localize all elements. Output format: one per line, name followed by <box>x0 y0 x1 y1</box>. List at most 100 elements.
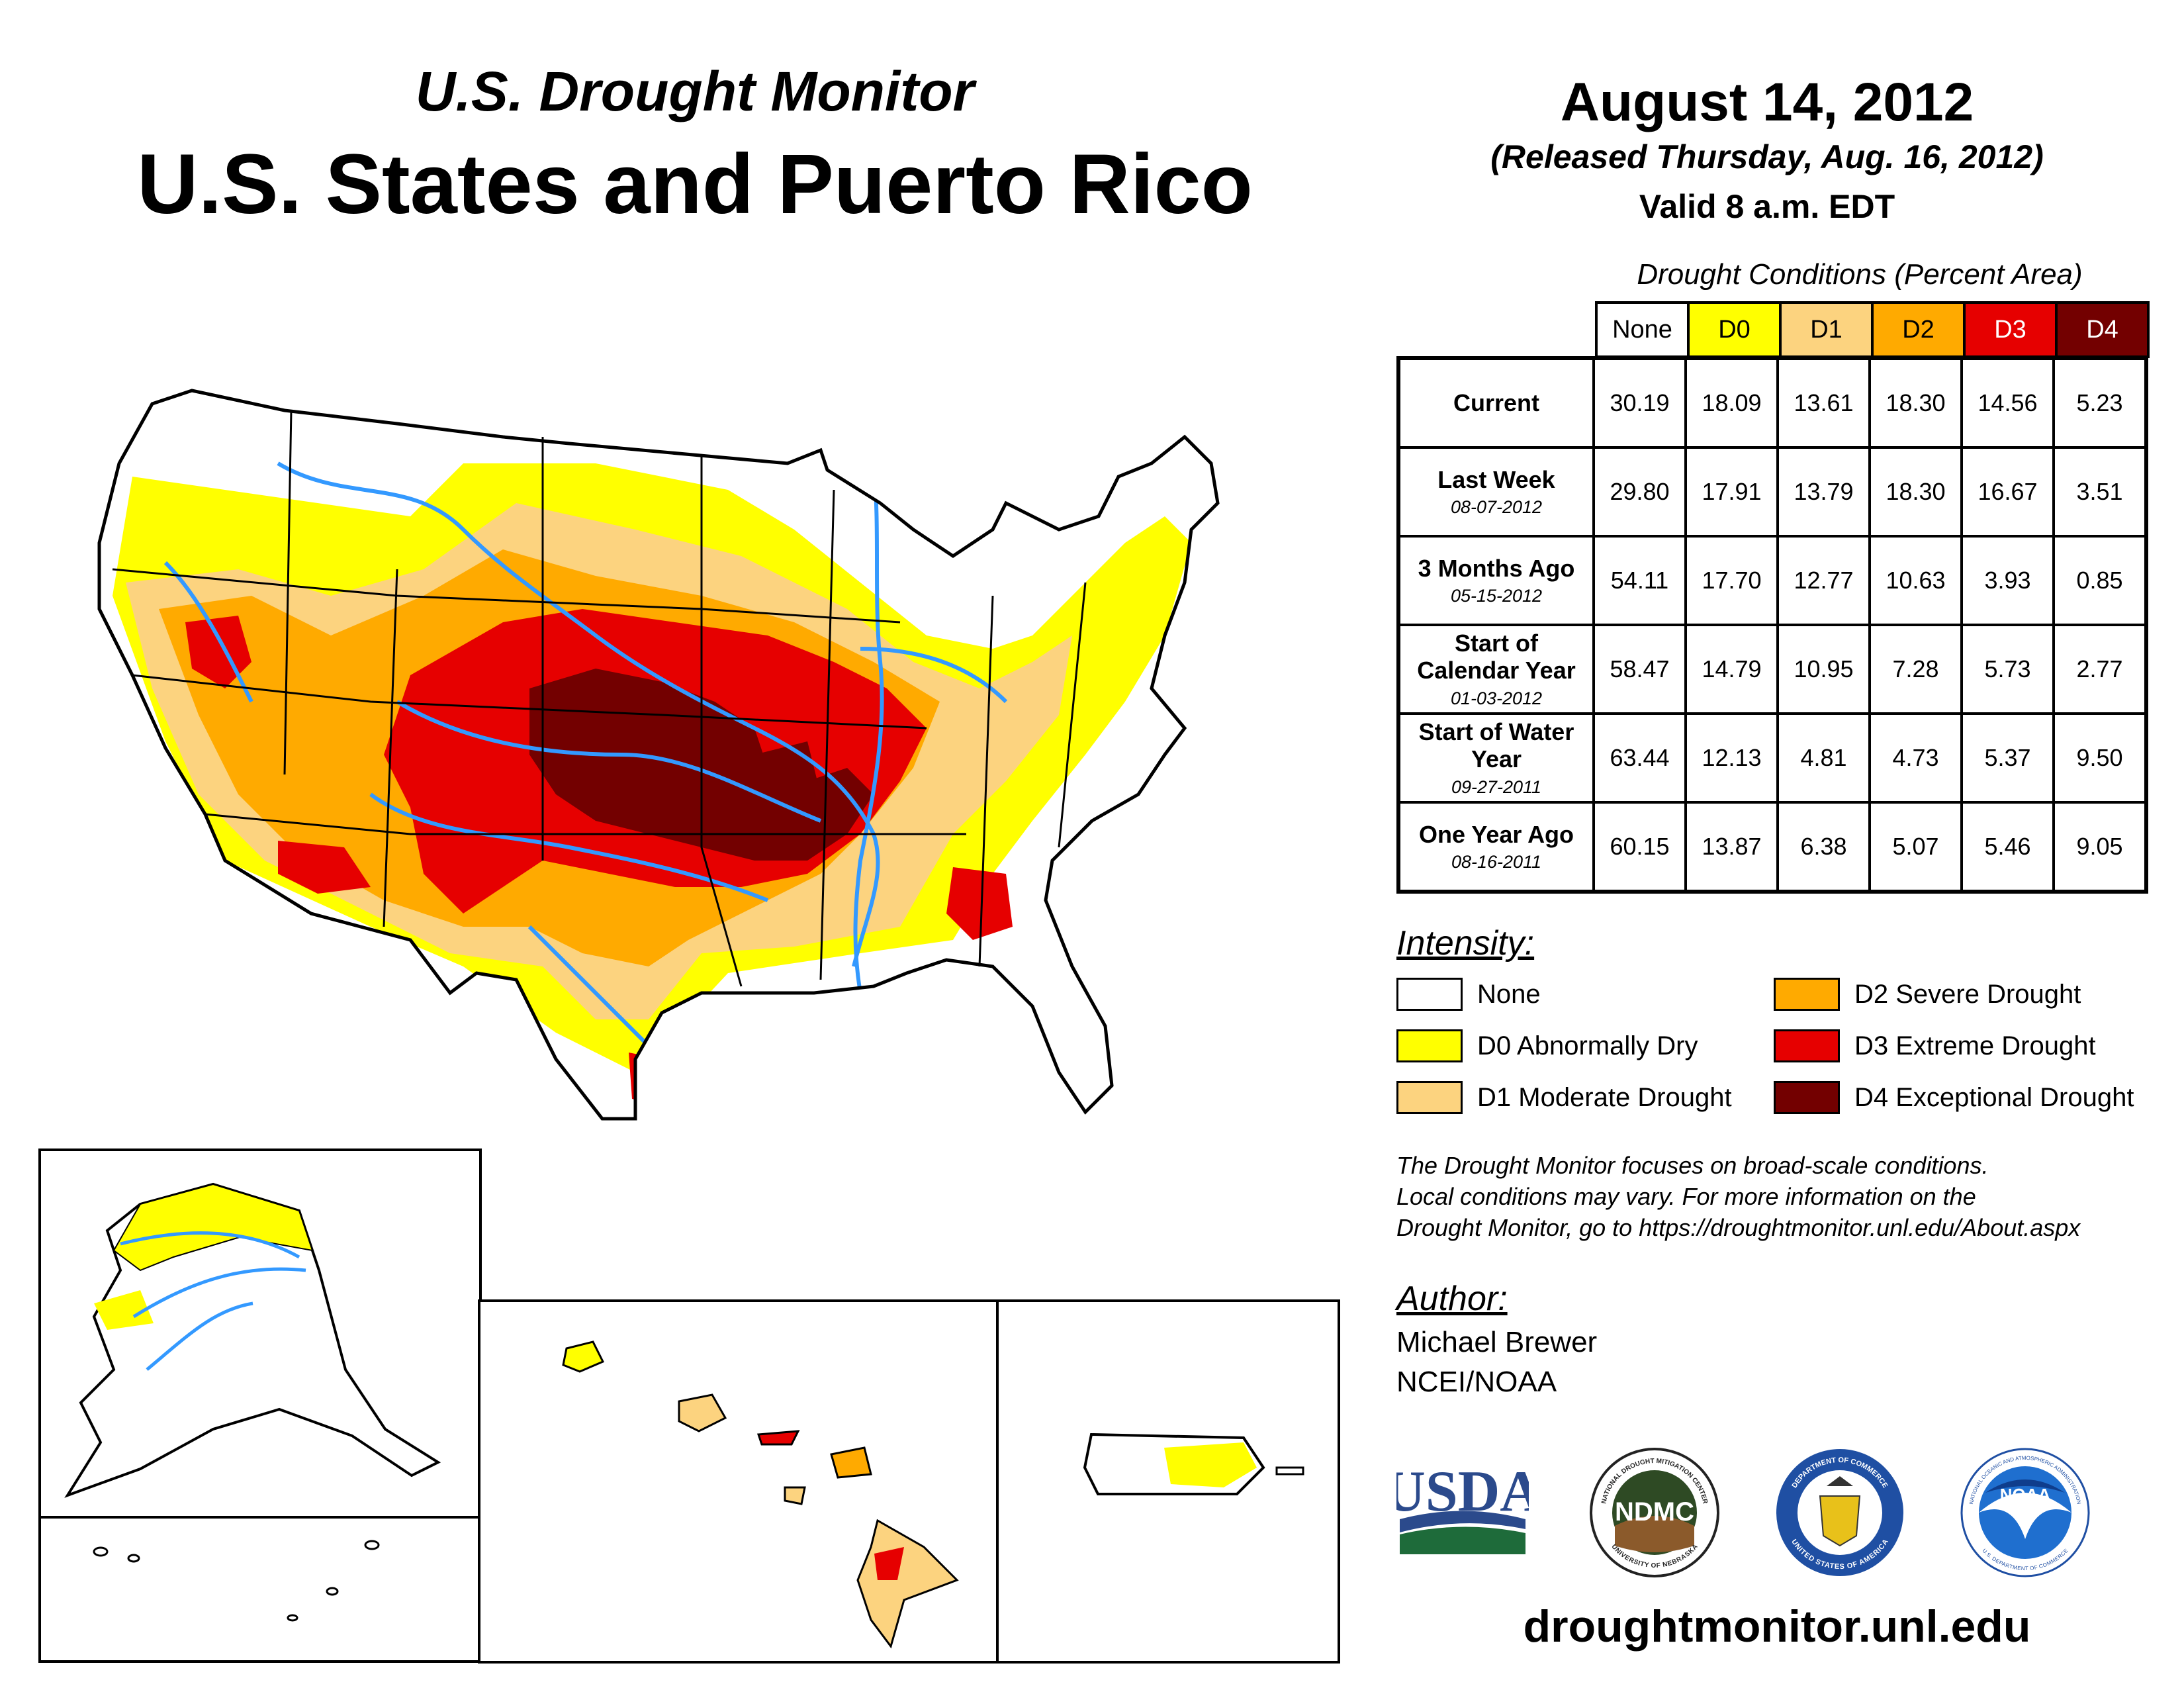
legend-swatch <box>1774 1081 1840 1114</box>
column-header-none: None <box>1595 301 1690 358</box>
puerto-rico-map <box>1083 1432 1304 1495</box>
legend-swatch <box>1396 1029 1463 1062</box>
legend-label: None <box>1477 979 1541 1009</box>
row-date: 01-03-2012 <box>1450 688 1543 708</box>
map-title: U.S. States and Puerto Rico <box>137 137 1253 232</box>
note-line: The Drought Monitor focuses on broad-sca… <box>1396 1152 1989 1179</box>
table-cell: 30.19 <box>1592 357 1687 449</box>
table-cell: 63.44 <box>1592 712 1687 804</box>
legend-swatch <box>1396 1081 1463 1114</box>
table-row: Last Week 08-07-2012 29.80 17.91 13.79 18.30 1… <box>1397 446 2148 538</box>
table-cell: 4.81 <box>1776 712 1871 804</box>
legend-swatch <box>1774 1029 1840 1062</box>
table-cell: 17.70 <box>1684 535 1779 626</box>
ndmc-logo-text: NDMC <box>1615 1497 1694 1526</box>
table-title: Drought Conditions (Percent Area) <box>1637 258 2083 291</box>
disclaimer-note: The Drought Monitor focuses on broad-sca… <box>1396 1150 2158 1243</box>
table-cell: 9.05 <box>2052 801 2148 893</box>
table-cell: 5.37 <box>1960 712 2055 804</box>
column-header-d0: D0 <box>1687 301 1782 358</box>
column-header-d4: D4 <box>2055 301 2150 358</box>
table-row: Start of Calendar Year 01-03-2012 58.47 14.… <box>1397 624 2148 715</box>
column-header-d3: D3 <box>1963 301 2058 358</box>
conus-map <box>97 389 1220 1121</box>
table-cell: 18.09 <box>1684 357 1779 449</box>
legend-swatch <box>1774 978 1840 1011</box>
usda-logo: USDA <box>1396 1460 1529 1554</box>
row-label: Last Week 08-07-2012 <box>1397 446 1595 538</box>
table-cell: 5.46 <box>1960 801 2055 893</box>
legend-item-d2: D2 Severe Drought <box>1774 976 2081 1012</box>
conus-outline <box>97 389 1220 1121</box>
row-label: 3 Months Ago 05-15-2012 <box>1397 535 1595 626</box>
table-row: Current 30.19 18.09 13.61 18.30 14.56 5.23 <box>1397 357 2148 449</box>
table-row: One Year Ago 08-16-2011 60.15 13.87 6.38 5.07… <box>1397 801 2148 893</box>
hawaii-map <box>562 1340 959 1649</box>
department-of-commerce-seal: DEPARTMENT OF COMMERCE UNITED STATES OF … <box>1776 1449 1903 1576</box>
puerto-rico-inset <box>996 1299 1340 1664</box>
table-row: Start of Water Year 09-27-2011 63.44 12.13 4… <box>1397 712 2148 804</box>
table-cell: 18.30 <box>1868 357 1963 449</box>
table-cell: 5.23 <box>2052 357 2148 449</box>
table-cell: 4.73 <box>1868 712 1963 804</box>
row-label-text: Last Week <box>1437 465 1555 493</box>
table-cell: 12.77 <box>1776 535 1871 626</box>
row-label: One Year Ago 08-16-2011 <box>1397 801 1595 893</box>
legend-label: D1 Moderate Drought <box>1477 1082 1732 1112</box>
table-row: 3 Months Ago 05-15-2012 54.11 17.70 12.77 10.… <box>1397 535 2148 626</box>
row-date: 08-16-2011 <box>1451 852 1542 872</box>
river-lines <box>163 461 1008 1048</box>
row-date: 05-15-2012 <box>1450 586 1543 606</box>
table-cell: 29.80 <box>1592 446 1687 538</box>
table-cell: 17.91 <box>1684 446 1779 538</box>
table-cell: 13.61 <box>1776 357 1871 449</box>
table-cell: 14.56 <box>1960 357 2055 449</box>
table-cell: 5.07 <box>1868 801 1963 893</box>
legend-swatch <box>1396 978 1463 1011</box>
column-header-d2: D2 <box>1871 301 1966 358</box>
legend-item-d1: D1 Moderate Drought <box>1396 1080 1732 1115</box>
note-line: Local conditions may vary. For more info… <box>1396 1182 1976 1210</box>
table-cell: 0.85 <box>2052 535 2148 626</box>
state-borders <box>112 410 1087 987</box>
table-cell: 58.47 <box>1592 624 1687 715</box>
legend-item-none: None <box>1396 976 1541 1012</box>
legend-item-d3: D3 Extreme Drought <box>1774 1028 2096 1064</box>
drought-areas <box>99 391 1218 1119</box>
row-label: Start of Water Year 09-27-2011 <box>1397 712 1595 804</box>
table-cell: 5.73 <box>1960 624 2055 715</box>
table-cell: 54.11 <box>1592 535 1687 626</box>
table-cell: 9.50 <box>2052 712 2148 804</box>
noaa-logo: NOAA NATIONAL OCEANIC AND ATMOSPHERIC AD… <box>1960 1448 2090 1577</box>
ndmc-logo: NDMC NATIONAL DROUGHT MITIGATION CENTER … <box>1590 1448 1719 1577</box>
row-date: 09-27-2011 <box>1451 776 1542 797</box>
table-cell: 10.63 <box>1868 535 1963 626</box>
alaska-map <box>64 1182 441 1498</box>
table-cell: 18.30 <box>1868 446 1963 538</box>
map-subtitle: U.S. Drought Monitor <box>415 60 975 122</box>
row-label: Current <box>1397 357 1595 449</box>
row-label: Start of Calendar Year 01-03-2012 <box>1397 624 1595 715</box>
table-cell: 60.15 <box>1592 801 1687 893</box>
valid-time: Valid 8 a.m. EDT <box>1639 188 1895 225</box>
row-label-text: One Year Ago <box>1418 820 1574 848</box>
website-link[interactable]: droughtmonitor.unl.edu <box>1523 1601 2031 1652</box>
row-label-text: Start of Calendar Year <box>1417 630 1576 684</box>
legend-item-d0: D0 Abnormally Dry <box>1396 1028 1698 1064</box>
table-cell: 7.28 <box>1868 624 1963 715</box>
legend-title: Intensity: <box>1396 924 1535 962</box>
aleutian-inset <box>38 1516 482 1663</box>
legend-label: D0 Abnormally Dry <box>1477 1031 1698 1060</box>
row-label-text: Current <box>1453 389 1539 417</box>
legend-label: D3 Extreme Drought <box>1854 1031 2096 1060</box>
table-cell: 14.79 <box>1684 624 1779 715</box>
noaa-logo-text: NOAA <box>2000 1485 2051 1505</box>
column-header-d1: D1 <box>1779 301 1874 358</box>
table-cell: 12.13 <box>1684 712 1779 804</box>
table-cell: 13.87 <box>1684 801 1779 893</box>
legend-label: D2 Severe Drought <box>1854 979 2081 1009</box>
map-date: August 14, 2012 <box>1560 72 1974 132</box>
author-organization: NCEI/NOAA <box>1396 1366 1557 1398</box>
row-label-text: Start of Water Year <box>1418 718 1574 773</box>
legend-label: D4 Exceptional Drought <box>1854 1082 2134 1112</box>
